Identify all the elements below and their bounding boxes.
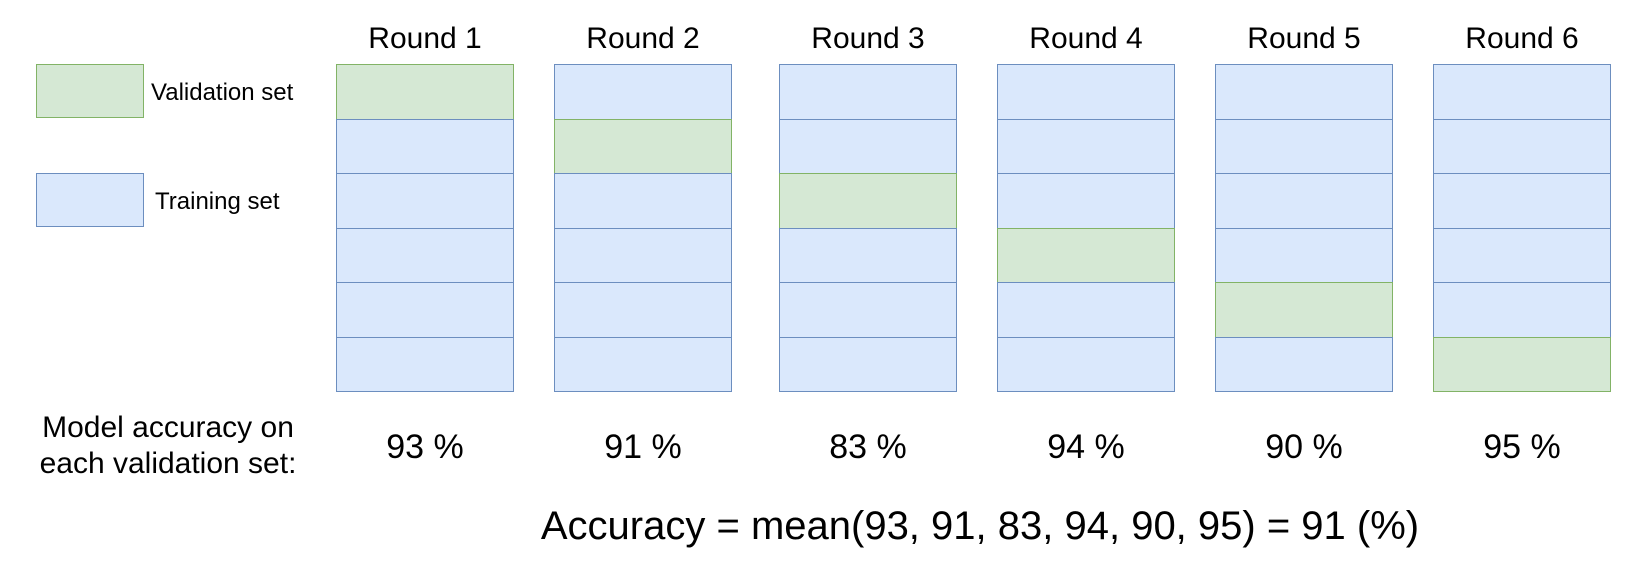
- training-fold: [1433, 64, 1611, 120]
- training-fold: [1215, 64, 1393, 120]
- round-folds: [1215, 64, 1393, 392]
- training-fold: [554, 227, 732, 283]
- round-title: Round 2: [586, 22, 700, 55]
- training-legend-swatch: [36, 173, 144, 227]
- training-fold: [336, 336, 514, 392]
- training-fold: [336, 227, 514, 283]
- round-accuracy: 95 %: [1483, 428, 1561, 466]
- training-fold: [1433, 173, 1611, 229]
- validation-fold: [1433, 336, 1611, 392]
- round-folds: [1433, 64, 1611, 392]
- validation-legend-swatch: [36, 64, 144, 118]
- training-fold: [1433, 282, 1611, 338]
- round-accuracy: 93 %: [386, 428, 464, 466]
- training-fold: [779, 282, 957, 338]
- training-fold: [779, 118, 957, 174]
- accuracy-caption-line2: each validation set:: [39, 447, 297, 480]
- training-legend-label: Training set: [155, 188, 280, 215]
- validation-fold: [779, 173, 957, 229]
- validation-fold: [336, 64, 514, 120]
- round-folds: [997, 64, 1175, 392]
- validation-legend-label: Validation set: [151, 79, 294, 106]
- training-fold: [336, 118, 514, 174]
- training-fold: [1433, 118, 1611, 174]
- training-fold: [554, 282, 732, 338]
- accuracy-caption: Model accuracy on each validation set:: [18, 410, 318, 482]
- training-fold: [554, 173, 732, 229]
- training-fold: [554, 64, 732, 120]
- round-title: Round 4: [1029, 22, 1143, 55]
- validation-fold: [1215, 282, 1393, 338]
- training-fold: [1433, 227, 1611, 283]
- round-title: Round 5: [1247, 22, 1361, 55]
- training-fold: [997, 173, 1175, 229]
- round-title: Round 3: [811, 22, 925, 55]
- training-fold: [1215, 173, 1393, 229]
- training-fold: [779, 227, 957, 283]
- round-accuracy: 83 %: [829, 428, 907, 466]
- training-fold: [779, 64, 957, 120]
- training-fold: [336, 173, 514, 229]
- training-fold: [1215, 118, 1393, 174]
- mean-accuracy-formula: Accuracy = mean(93, 91, 83, 94, 90, 95) …: [540, 504, 1420, 548]
- training-fold: [1215, 336, 1393, 392]
- training-fold: [997, 64, 1175, 120]
- training-fold: [1215, 227, 1393, 283]
- training-fold: [997, 336, 1175, 392]
- training-fold: [997, 282, 1175, 338]
- round-folds: [779, 64, 957, 392]
- training-fold: [336, 282, 514, 338]
- round-accuracy: 90 %: [1265, 428, 1343, 466]
- round-folds: [554, 64, 732, 392]
- round-title: Round 6: [1465, 22, 1579, 55]
- round-folds: [336, 64, 514, 392]
- training-fold: [779, 336, 957, 392]
- round-accuracy: 94 %: [1047, 428, 1125, 466]
- training-fold: [997, 118, 1175, 174]
- round-accuracy: 91 %: [604, 428, 682, 466]
- training-fold: [554, 336, 732, 392]
- validation-fold: [554, 118, 732, 174]
- accuracy-caption-line1: Model accuracy on: [42, 411, 294, 444]
- validation-fold: [997, 227, 1175, 283]
- round-title: Round 1: [368, 22, 482, 55]
